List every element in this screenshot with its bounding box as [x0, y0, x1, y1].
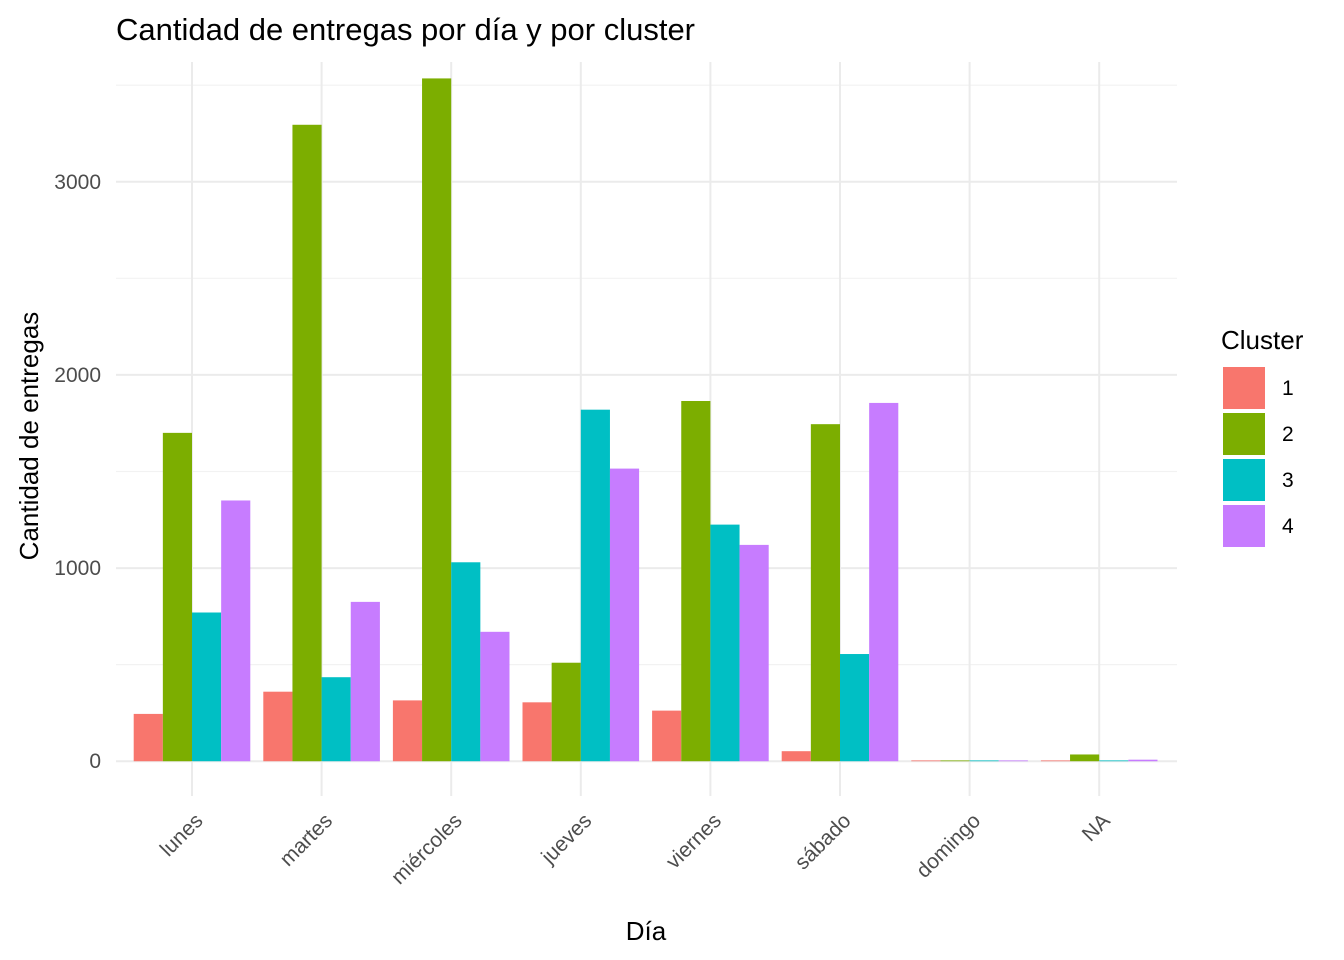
- y-tick-label: 3000: [54, 171, 101, 194]
- bar: [480, 631, 510, 762]
- bar: [1070, 754, 1100, 762]
- bar: [292, 124, 322, 762]
- bar: [681, 400, 711, 762]
- x-axis-ticks: lunes martes miércoles jueves viernes sábado d…: [156, 809, 1115, 889]
- x-tick-label: viernes: [662, 809, 726, 873]
- y-tick-label: 0: [89, 750, 101, 773]
- bar: [652, 710, 682, 762]
- bar: [133, 713, 163, 762]
- bar: [263, 691, 293, 762]
- bar: [609, 468, 640, 762]
- bar: [710, 524, 740, 762]
- bar: [551, 662, 581, 762]
- bar: [522, 702, 552, 762]
- legend: Cluster 1 2 3 4: [1221, 325, 1304, 547]
- legend-label: 1: [1282, 377, 1294, 400]
- bar: [1040, 760, 1071, 762]
- bar: [1128, 759, 1158, 762]
- bars: [133, 78, 1158, 762]
- y-axis-ticks: 0 1000 2000 3000: [54, 171, 101, 773]
- bar: [969, 760, 999, 762]
- bar: [451, 562, 481, 762]
- legend-key: [1223, 367, 1265, 409]
- chart-title: Cantidad de entregas por día y por clust…: [116, 12, 695, 47]
- bar: [321, 677, 351, 762]
- bar: [869, 402, 899, 762]
- legend-key: [1223, 505, 1265, 547]
- x-tick-label: lunes: [156, 809, 208, 861]
- bar: [162, 432, 192, 762]
- x-axis-title: Día: [626, 916, 667, 946]
- y-tick-label: 1000: [54, 557, 101, 580]
- bar: [940, 760, 970, 762]
- legend-title: Cluster: [1221, 325, 1304, 355]
- legend-label: 2: [1282, 423, 1294, 446]
- bar: [810, 424, 840, 762]
- x-tick-label: miércoles: [387, 809, 467, 889]
- legend-key: [1223, 413, 1265, 455]
- bar: [1099, 760, 1129, 762]
- x-tick-label: jueves: [536, 809, 596, 869]
- bar: [422, 78, 452, 762]
- bar: [221, 500, 251, 762]
- y-axis-title: Cantidad de entregas: [14, 312, 44, 561]
- bar: [911, 760, 941, 762]
- bar: [840, 654, 870, 762]
- bar: [580, 409, 610, 762]
- bar: [781, 751, 811, 762]
- bar: [392, 700, 423, 762]
- grid-lines: [116, 62, 1177, 796]
- bar: [998, 760, 1028, 762]
- x-tick-label: sábado: [791, 809, 856, 874]
- legend-key: [1223, 459, 1265, 501]
- bar: [350, 601, 380, 762]
- legend-items: 1 2 3 4: [1223, 367, 1294, 547]
- legend-label: 4: [1282, 515, 1294, 538]
- y-tick-label: 2000: [54, 364, 101, 387]
- x-tick-label: NA: [1078, 809, 1115, 846]
- x-tick-label: domingo: [912, 809, 985, 882]
- legend-label: 3: [1282, 469, 1294, 492]
- bar: [192, 612, 222, 762]
- x-tick-label: martes: [275, 809, 337, 871]
- bar: [739, 544, 769, 762]
